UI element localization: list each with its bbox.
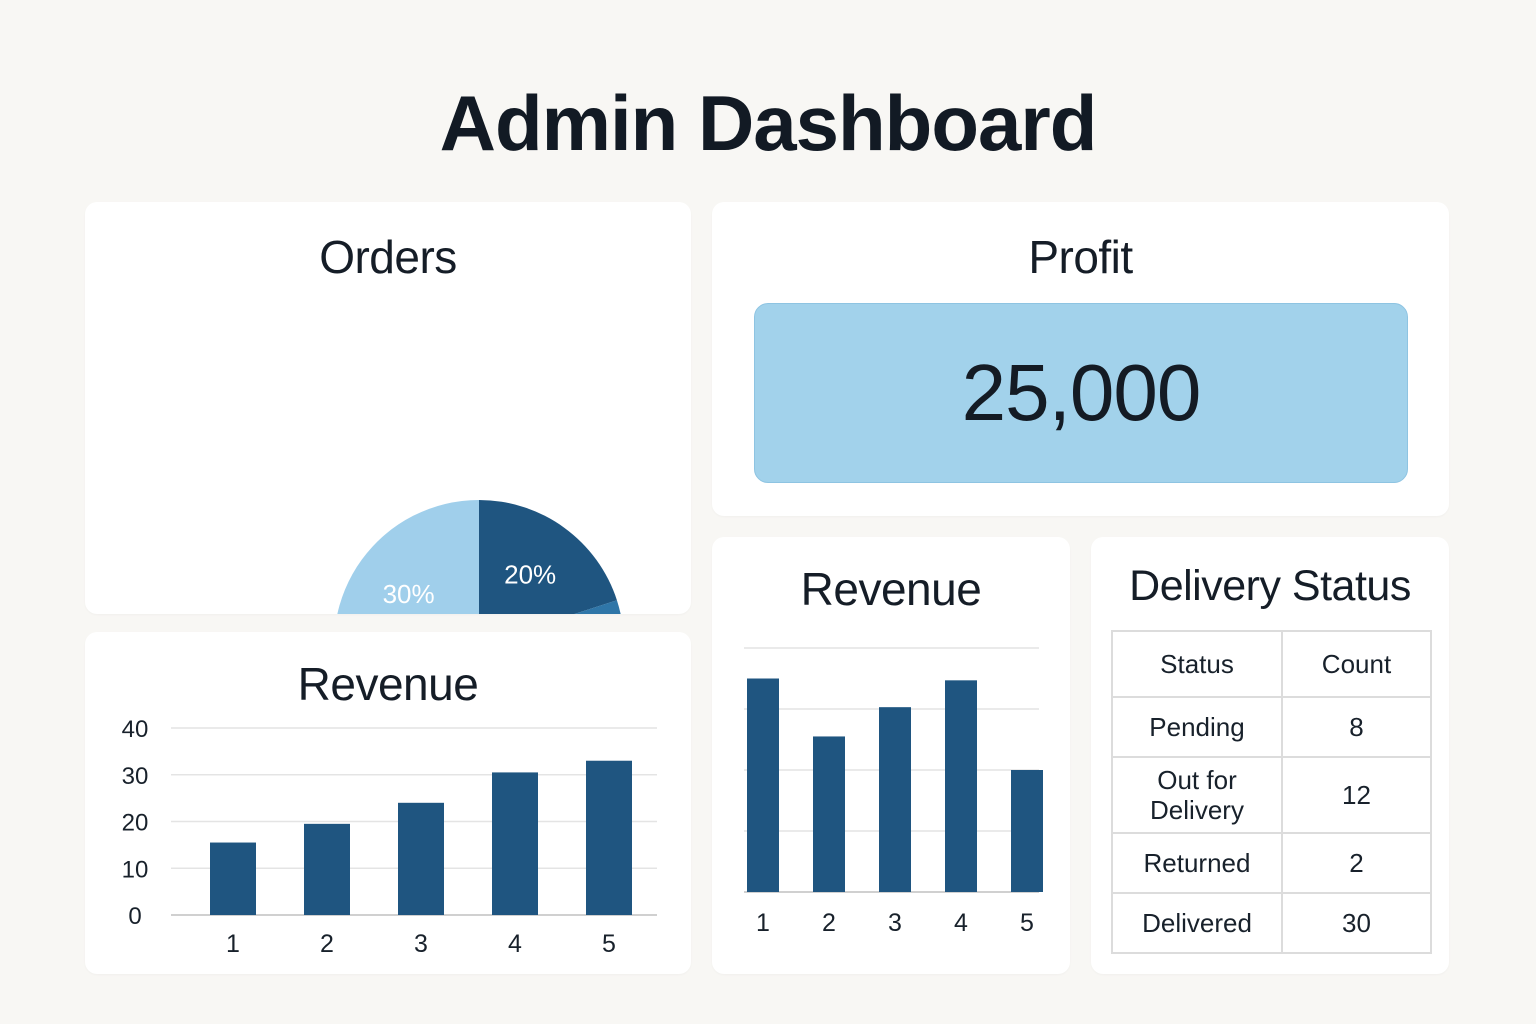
profit-card: Profit 25,000 bbox=[712, 202, 1449, 516]
revenue-right-title: Revenue bbox=[800, 563, 982, 615]
bar bbox=[1011, 770, 1043, 892]
bar bbox=[304, 823, 350, 915]
profit-title: Profit bbox=[1028, 231, 1133, 283]
bar bbox=[398, 802, 444, 915]
table-header-row: Status Count bbox=[1111, 630, 1432, 698]
status-cell: Delivered bbox=[1111, 892, 1283, 954]
status-cell: Pending bbox=[1111, 696, 1283, 758]
y-tick-label: 0 bbox=[128, 903, 141, 930]
page-title: Admin Dashboard bbox=[439, 79, 1098, 167]
table-row: Pending 8 bbox=[1111, 696, 1432, 758]
profit-value-box: 25,000 bbox=[754, 303, 1408, 483]
revenue-column-chart-card: Revenue 1 2 3 4 5 bbox=[712, 537, 1070, 974]
table-row: Returned 2 bbox=[1111, 832, 1432, 894]
revenue-left-chart: 0 10 20 30 40 1 2 3 4 5 bbox=[122, 716, 657, 958]
revenue-left-title: Revenue bbox=[297, 658, 479, 710]
x-tick-label: 5 bbox=[602, 930, 616, 958]
revenue-right-chart: 1 2 3 4 5 bbox=[744, 647, 1043, 937]
delivery-status-table: Status Count Pending 8 Out for Delivery … bbox=[1111, 630, 1432, 954]
revenue-bar-chart-card: Revenue 0 10 20 30 40 1 2 3 4 5 bbox=[85, 632, 691, 974]
delivery-status-card: Delivery Status Status Count Pending 8 O… bbox=[1091, 537, 1449, 974]
orders-title: Orders bbox=[319, 231, 457, 283]
pie-slice-label: 30% bbox=[383, 579, 435, 609]
x-tick-label: 1 bbox=[226, 930, 240, 958]
x-tick-label: 4 bbox=[508, 930, 522, 958]
y-tick-label: 10 bbox=[122, 856, 149, 883]
pie-slice bbox=[574, 600, 621, 614]
count-cell: 12 bbox=[1281, 756, 1432, 834]
header-count: Count bbox=[1281, 630, 1432, 698]
x-tick-label: 3 bbox=[414, 930, 428, 958]
bar bbox=[747, 678, 779, 892]
bar bbox=[945, 680, 977, 892]
header-status: Status bbox=[1111, 630, 1283, 698]
orders-pie-chart: 20%30%20%30% bbox=[337, 500, 621, 614]
bar bbox=[879, 707, 911, 892]
profit-value: 25,000 bbox=[961, 348, 1202, 437]
y-tick-label: 30 bbox=[122, 763, 149, 790]
table-row: Out for Delivery 12 bbox=[1111, 756, 1432, 834]
count-cell: 2 bbox=[1281, 832, 1432, 894]
y-tick-label: 40 bbox=[122, 716, 149, 743]
x-tick-label: 2 bbox=[320, 930, 334, 958]
pie-slice bbox=[337, 500, 479, 614]
bar bbox=[813, 736, 845, 892]
x-tick-label: 3 bbox=[888, 909, 902, 937]
orders-card: Orders 20%30%20%30% bbox=[85, 202, 691, 614]
x-tick-label: 2 bbox=[822, 909, 836, 937]
x-tick-label: 1 bbox=[756, 909, 770, 937]
y-tick-label: 20 bbox=[122, 810, 149, 837]
table-row: Delivered 30 bbox=[1111, 892, 1432, 954]
pie-slice bbox=[479, 500, 617, 614]
x-tick-label: 4 bbox=[954, 909, 968, 937]
count-cell: 30 bbox=[1281, 892, 1432, 954]
bar bbox=[210, 842, 256, 915]
x-tick-label: 5 bbox=[1020, 909, 1034, 937]
bar bbox=[586, 760, 632, 915]
count-cell: 8 bbox=[1281, 696, 1432, 758]
status-cell: Out for Delivery bbox=[1111, 756, 1283, 834]
pie-slice-label: 20% bbox=[504, 560, 556, 590]
status-cell: Returned bbox=[1111, 832, 1283, 894]
bar bbox=[492, 772, 538, 915]
delivery-title: Delivery Status bbox=[1129, 562, 1411, 610]
